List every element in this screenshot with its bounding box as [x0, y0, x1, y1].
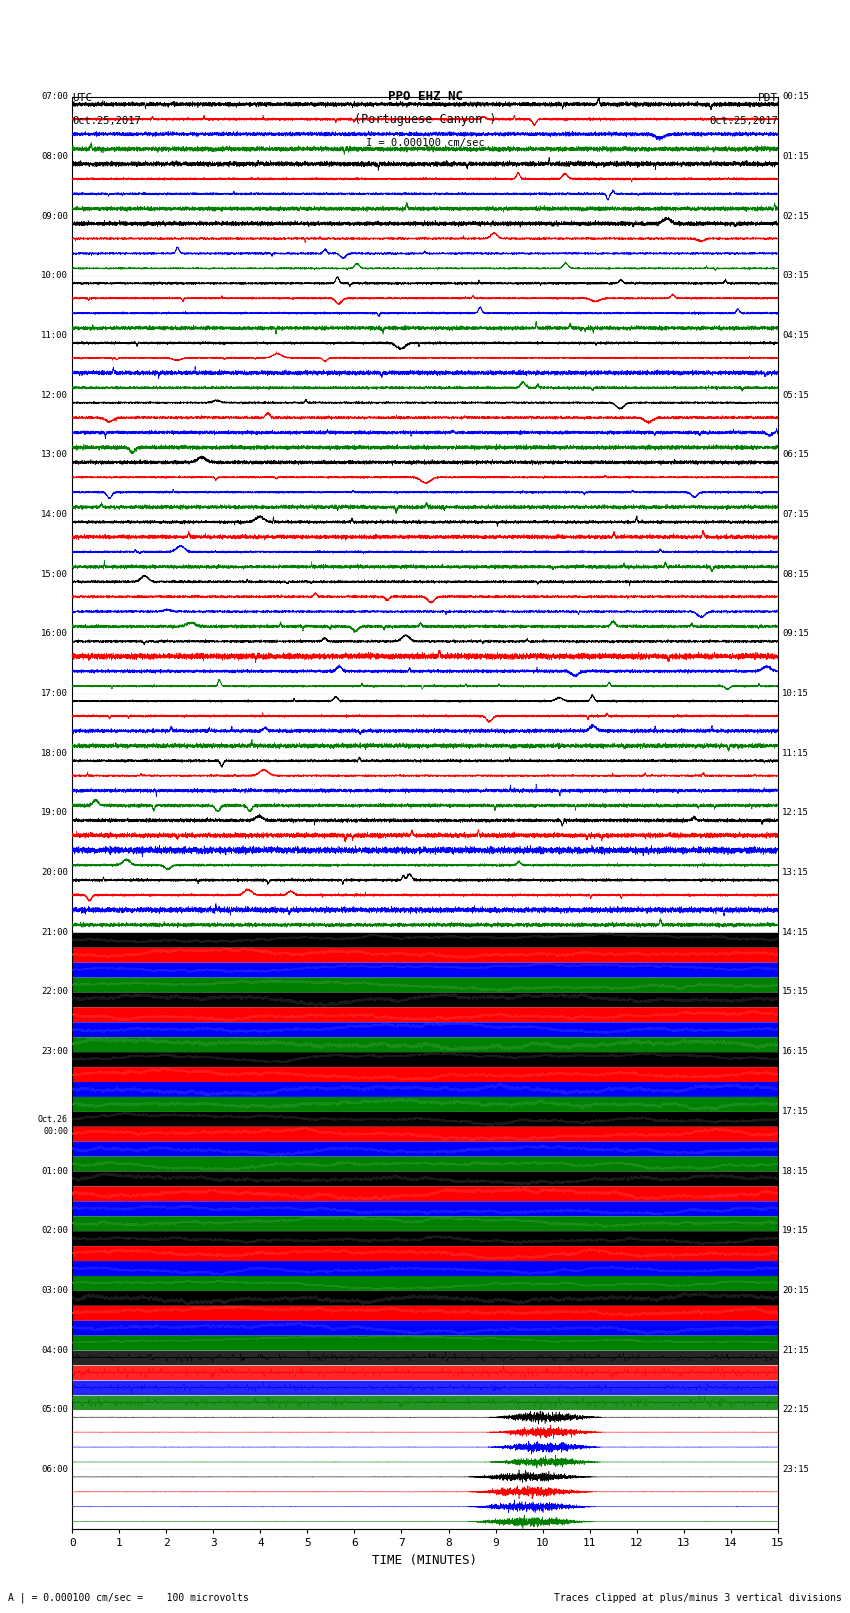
Text: 11:00: 11:00: [41, 331, 68, 340]
Text: Oct.25,2017: Oct.25,2017: [72, 116, 141, 126]
Text: 18:15: 18:15: [782, 1166, 809, 1176]
X-axis label: TIME (MINUTES): TIME (MINUTES): [372, 1553, 478, 1566]
Text: 05:15: 05:15: [782, 390, 809, 400]
Text: (Portuguese Canyon ): (Portuguese Canyon ): [354, 113, 496, 126]
Text: 02:15: 02:15: [782, 211, 809, 221]
Text: 15:00: 15:00: [41, 569, 68, 579]
Text: 16:15: 16:15: [782, 1047, 809, 1057]
Text: 21:00: 21:00: [41, 927, 68, 937]
Text: 07:00: 07:00: [41, 92, 68, 102]
Text: 12:00: 12:00: [41, 390, 68, 400]
Text: 09:00: 09:00: [41, 211, 68, 221]
Text: 16:00: 16:00: [41, 629, 68, 639]
Text: 03:00: 03:00: [41, 1286, 68, 1295]
Text: 04:15: 04:15: [782, 331, 809, 340]
Text: 09:15: 09:15: [782, 629, 809, 639]
Text: 21:15: 21:15: [782, 1345, 809, 1355]
Text: UTC: UTC: [72, 94, 93, 103]
Text: 23:15: 23:15: [782, 1465, 809, 1474]
Text: PDT: PDT: [757, 94, 778, 103]
Text: 19:00: 19:00: [41, 808, 68, 818]
Text: 05:00: 05:00: [41, 1405, 68, 1415]
Text: 11:15: 11:15: [782, 748, 809, 758]
Text: 08:00: 08:00: [41, 152, 68, 161]
Text: 00:15: 00:15: [782, 92, 809, 102]
Text: 00:00: 00:00: [43, 1127, 68, 1137]
Text: 18:00: 18:00: [41, 748, 68, 758]
Text: 03:15: 03:15: [782, 271, 809, 281]
Text: 22:15: 22:15: [782, 1405, 809, 1415]
Text: 06:00: 06:00: [41, 1465, 68, 1474]
Text: 22:00: 22:00: [41, 987, 68, 997]
Text: PPO EHZ NC: PPO EHZ NC: [388, 90, 462, 103]
Text: 10:00: 10:00: [41, 271, 68, 281]
Text: 06:15: 06:15: [782, 450, 809, 460]
Text: 02:00: 02:00: [41, 1226, 68, 1236]
Text: Traces clipped at plus/minus 3 vertical divisions: Traces clipped at plus/minus 3 vertical …: [553, 1594, 842, 1603]
Text: 17:15: 17:15: [782, 1107, 809, 1116]
Text: 20:15: 20:15: [782, 1286, 809, 1295]
Text: 01:00: 01:00: [41, 1166, 68, 1176]
Text: A | = 0.000100 cm/sec =    100 microvolts: A | = 0.000100 cm/sec = 100 microvolts: [8, 1592, 249, 1603]
Text: Oct.25,2017: Oct.25,2017: [709, 116, 778, 126]
Text: 13:00: 13:00: [41, 450, 68, 460]
Text: 17:00: 17:00: [41, 689, 68, 698]
Text: 04:00: 04:00: [41, 1345, 68, 1355]
Text: 01:15: 01:15: [782, 152, 809, 161]
Text: 10:15: 10:15: [782, 689, 809, 698]
Text: 07:15: 07:15: [782, 510, 809, 519]
Text: 23:00: 23:00: [41, 1047, 68, 1057]
Text: 20:00: 20:00: [41, 868, 68, 877]
Text: Oct.26: Oct.26: [38, 1115, 68, 1124]
Text: 14:15: 14:15: [782, 927, 809, 937]
Text: 19:15: 19:15: [782, 1226, 809, 1236]
Text: 12:15: 12:15: [782, 808, 809, 818]
Text: 15:15: 15:15: [782, 987, 809, 997]
Text: 08:15: 08:15: [782, 569, 809, 579]
Text: 14:00: 14:00: [41, 510, 68, 519]
Text: 13:15: 13:15: [782, 868, 809, 877]
Text: I = 0.000100 cm/sec: I = 0.000100 cm/sec: [366, 139, 484, 148]
